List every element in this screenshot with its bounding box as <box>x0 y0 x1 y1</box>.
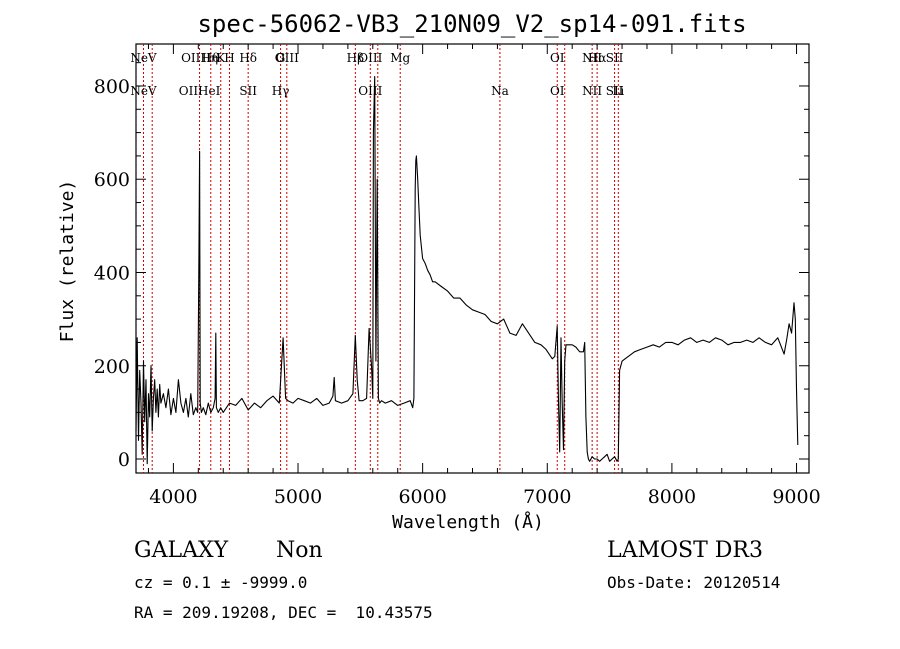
survey-name: LAMOST DR3 <box>607 538 763 563</box>
spectrum-series <box>135 76 799 465</box>
marker-label-top-5: H <box>224 51 234 65</box>
y-tick-label-2: 400 <box>94 262 130 284</box>
y-tick-label-1: 200 <box>94 356 130 378</box>
x-tick-label-1: 5000 <box>274 486 322 508</box>
y-tick-label-4: 800 <box>94 76 130 98</box>
marker-label-top-4: K <box>216 51 226 65</box>
marker-label-bottom-18: SII <box>606 84 624 98</box>
marker-label-bottom-14: OI <box>550 84 565 98</box>
x-tick-label-0: 4000 <box>149 486 197 508</box>
marker-label-top-10: OIII <box>358 51 382 65</box>
object-class: GALAXY <box>134 538 229 563</box>
marker-label-top-18: SII <box>606 51 624 65</box>
spectrum-line-0 <box>135 76 799 465</box>
x-tick-label-2: 6000 <box>398 486 446 508</box>
x-tick-label-3: 7000 <box>523 486 571 508</box>
axis-ticks: 4000 5000 6000 7000 8000 9000 0 200 400 600 800 <box>94 44 821 508</box>
x-tick-label-4: 8000 <box>648 486 696 508</box>
marker-label-top-3: Hθ <box>202 51 220 65</box>
marker-label-top-2: OIIHη <box>181 51 218 65</box>
marker-label-bottom-16: NII <box>582 84 602 98</box>
marker-label-top-0: NeV <box>130 51 157 65</box>
marker-label-bottom-10: OIII <box>358 84 382 98</box>
marker-label-bottom-2: OIIHeI <box>179 84 221 98</box>
coordinates: RA = 209.19208, DEC = 10.43575 <box>134 603 433 622</box>
marker-label-top-17: Hα <box>588 51 607 65</box>
marker-label-bottom-19: Li <box>612 84 624 98</box>
plot-frame <box>135 43 810 474</box>
marker-label-top-8: OIII <box>275 51 299 65</box>
y-tick-label-0: 0 <box>118 449 130 471</box>
marker-label-bottom-0: NeV <box>130 84 157 98</box>
marker-label-bottom-6: SII <box>239 84 257 98</box>
marker-label-top-7: G <box>276 51 286 65</box>
marker-label-top-9: Hβ <box>347 51 364 65</box>
obs-date: Obs-Date: 20120514 <box>607 573 781 592</box>
x-tick-label-5: 9000 <box>772 486 820 508</box>
x-axis-label: Wavelength (Å) <box>392 511 544 533</box>
y-axis-label: Flux (relative) <box>57 180 78 343</box>
marker-label-top-12: Mg <box>390 51 410 65</box>
marker-label-top-14: OI <box>550 51 565 65</box>
marker-label-bottom-13: Na <box>491 84 509 98</box>
redshift-text: cz = 0.1 ± -9999.0 <box>134 573 308 592</box>
y-tick-label-3: 600 <box>94 169 130 191</box>
marker-label-bottom-7: Hγ <box>272 84 290 98</box>
marker-label-top-6: Hδ <box>239 51 257 65</box>
chart-title: spec-56062-VB3_210N09_V2_sp14-091.fits <box>197 10 746 38</box>
object-subclass: Non <box>276 538 323 563</box>
